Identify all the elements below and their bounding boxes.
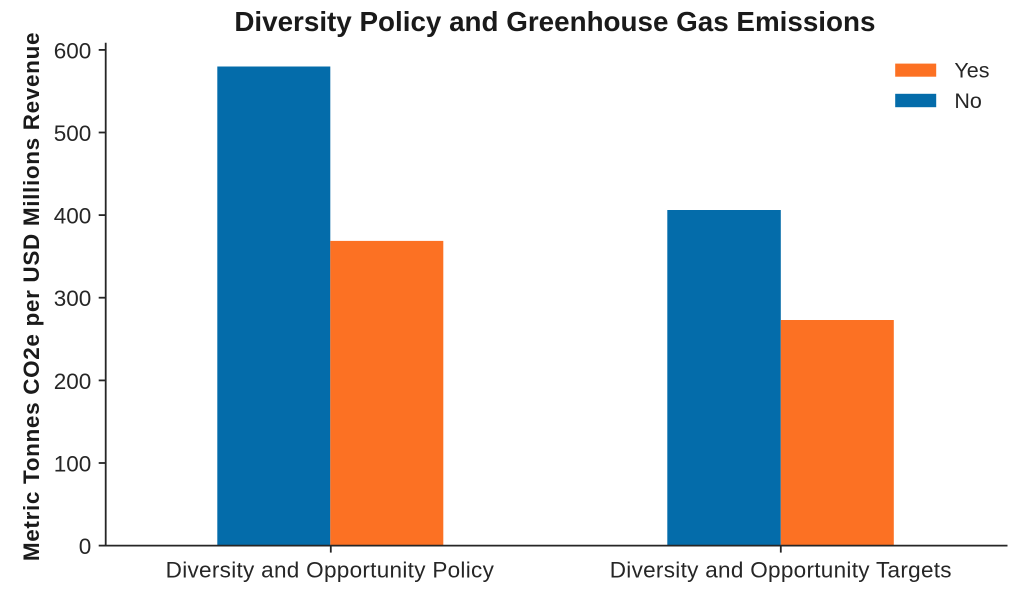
svg-text:No: No <box>954 89 982 113</box>
svg-text:Diversity and Opportunity Targ: Diversity and Opportunity Targets <box>610 557 952 582</box>
svg-text:100: 100 <box>54 452 92 477</box>
svg-text:400: 400 <box>54 204 92 229</box>
svg-text:200: 200 <box>54 369 92 394</box>
svg-text:0: 0 <box>79 534 92 559</box>
svg-text:600: 600 <box>54 38 92 63</box>
svg-text:500: 500 <box>54 121 92 146</box>
svg-text:Yes: Yes <box>954 58 989 82</box>
svg-text:Metric Tonnes CO2e per USD Mil: Metric Tonnes CO2e per USD Millions Reve… <box>19 32 44 561</box>
svg-text:Diversity Policy and Greenhous: Diversity Policy and Greenhouse Gas Emis… <box>234 6 875 37</box>
svg-text:300: 300 <box>54 286 92 311</box>
svg-text:Diversity and Opportunity Poli: Diversity and Opportunity Policy <box>166 557 495 582</box>
